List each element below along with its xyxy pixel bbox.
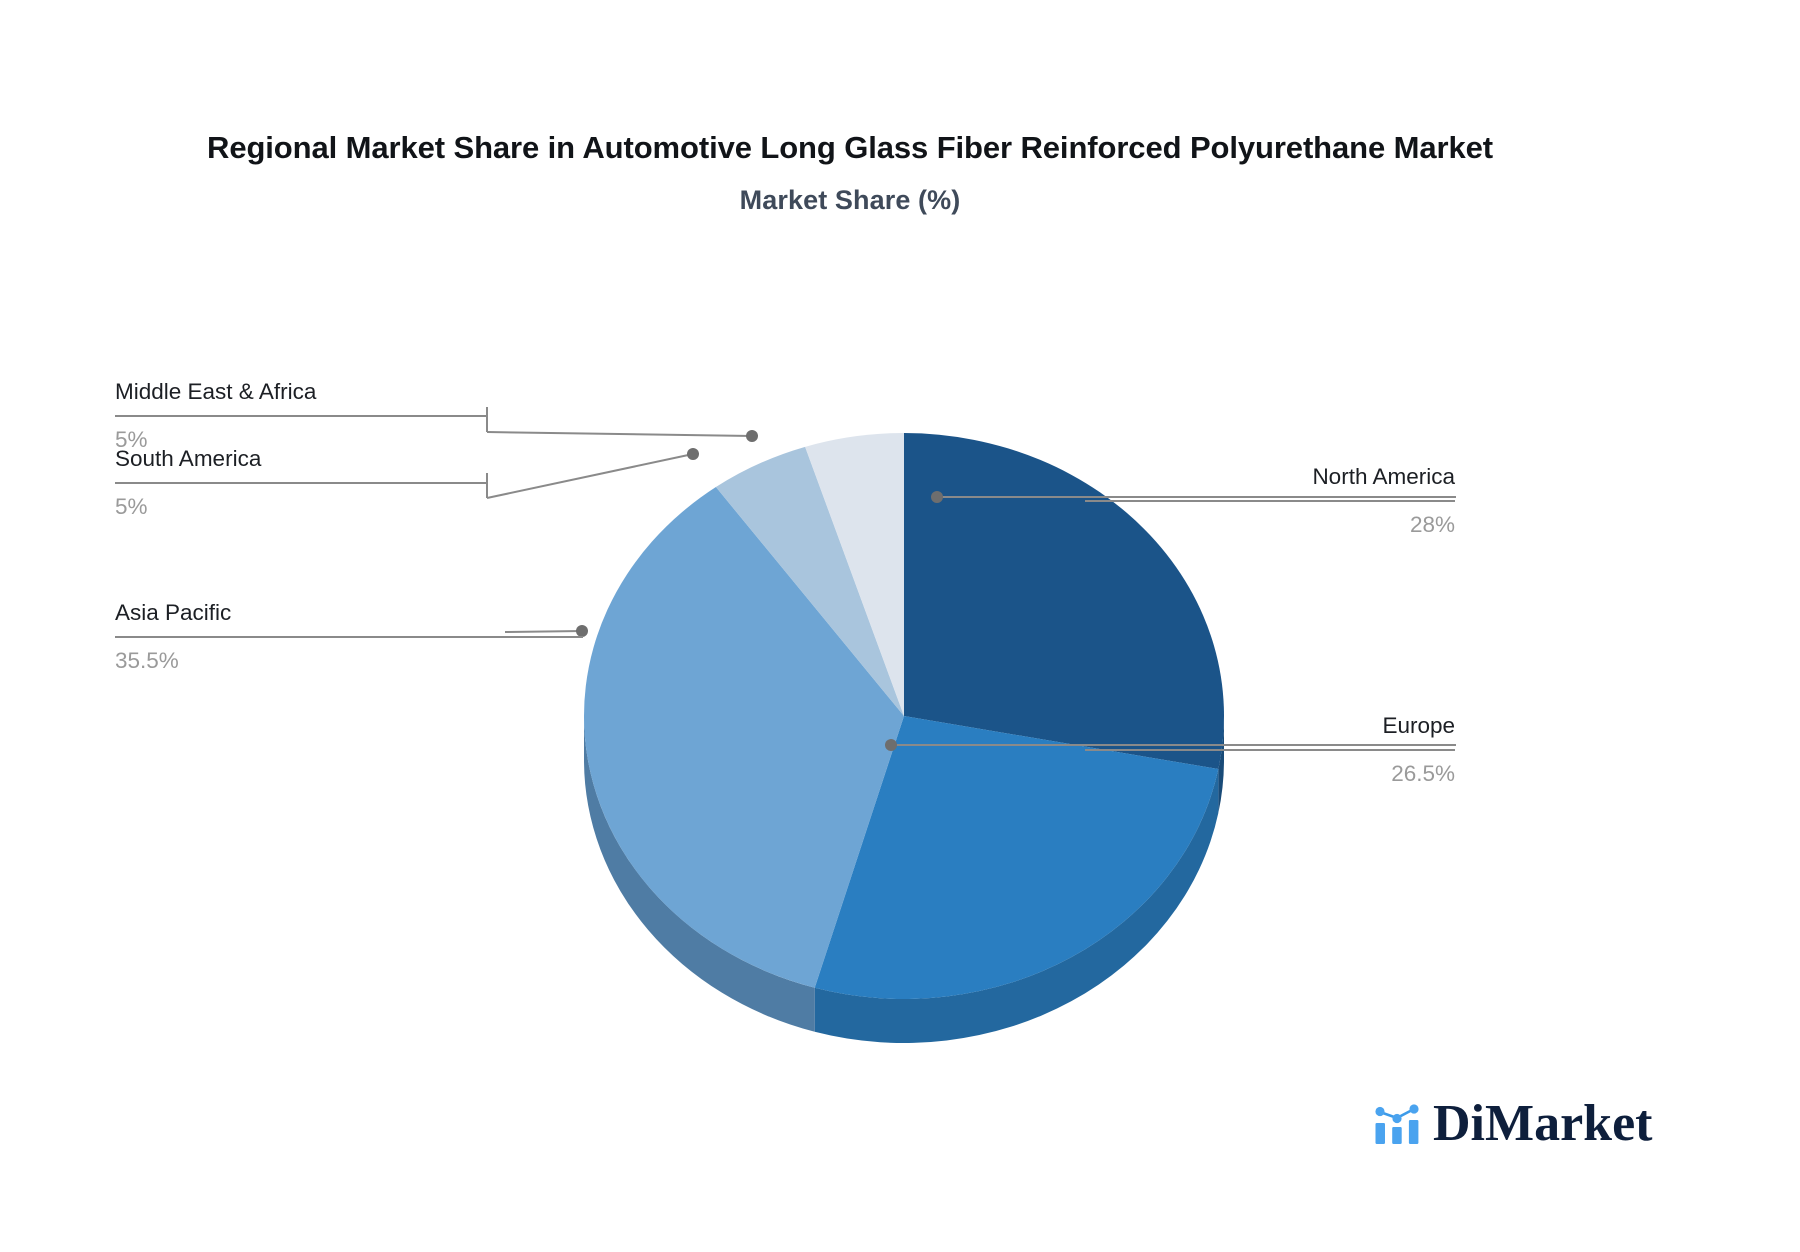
pie-slice-north-america[interactable] <box>904 433 1224 770</box>
callout-north-america[interactable]: North America 28% <box>1085 464 1455 537</box>
pie-3d-side-walls <box>584 716 1224 1043</box>
callout-middle-east-africa[interactable]: Middle East & Africa 5% <box>115 379 487 452</box>
leader-europe-dot <box>885 739 897 751</box>
callout-rule <box>115 481 487 484</box>
callout-value: 28% <box>1409 511 1455 537</box>
brand-logo: DiMarket <box>1372 1095 1653 1153</box>
leader-asia-pacific <box>504 630 583 633</box>
chart-header: Regional Market Share in Automotive Long… <box>130 125 1570 216</box>
callout-rule <box>1085 748 1455 751</box>
callout-value: 5% <box>115 493 148 519</box>
callout-europe[interactable]: Europe 26.5% <box>1085 713 1455 786</box>
chart-title: Regional Market Share in Automotive Long… <box>207 130 1493 165</box>
callout-label: Asia Pacific <box>115 600 232 625</box>
callout-value: 35.5% <box>115 647 179 673</box>
leader-north-america-dot <box>931 491 943 503</box>
callout-rule <box>1085 499 1455 502</box>
callout-asia-pacific[interactable]: Asia Pacific 35.5% <box>115 600 583 673</box>
leader-south-america <box>486 453 694 499</box>
pie-slice-asia-pacific[interactable] <box>583 487 904 988</box>
brand-name: DiMarket <box>1433 1095 1653 1153</box>
callout-label: Middle East & Africa <box>115 379 317 404</box>
leader-middle-east-africa <box>486 431 753 437</box>
pie-slice-middle-east-africa[interactable] <box>805 433 904 716</box>
callout-label: South America <box>115 446 262 471</box>
pie-slice-side-asia-pacific <box>584 716 815 1032</box>
pie-slice-europe[interactable] <box>814 716 1219 999</box>
pie-leader-lines <box>486 407 1456 751</box>
pie-slice-side-north-america <box>1218 716 1224 814</box>
leader-asia-pacific-dot <box>576 625 588 637</box>
chart-subtitle: Market Share (%) <box>739 184 961 215</box>
pie-slice-south-america[interactable] <box>715 446 904 716</box>
callout-rule <box>115 635 583 638</box>
callout-label: Europe <box>1382 713 1455 738</box>
bar-chart-logo-icon <box>1375 1104 1419 1144</box>
callout-rule <box>115 414 487 417</box>
callout-south-america[interactable]: South America 5% <box>115 446 487 519</box>
pie-slices <box>583 433 1224 999</box>
leader-south-america-dot <box>687 448 699 460</box>
callout-value: 26.5% <box>1391 760 1455 786</box>
leader-middle-east-africa-dot <box>746 430 758 442</box>
callout-label: North America <box>1312 464 1455 489</box>
callout-value: 5% <box>115 426 148 452</box>
pie-slice-side-europe <box>814 769 1219 1043</box>
